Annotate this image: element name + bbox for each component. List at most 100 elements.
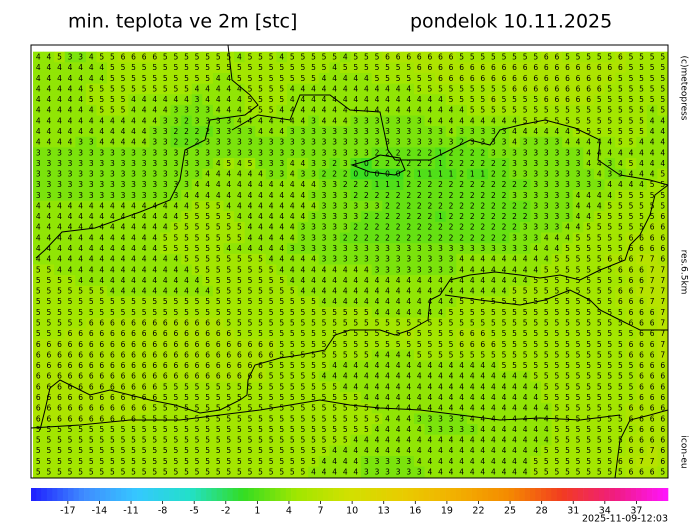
cell-value: 4 <box>290 265 295 274</box>
cell <box>64 232 76 244</box>
cell <box>234 211 246 223</box>
cell-value: 5 <box>343 319 348 328</box>
cell-value: 3 <box>89 138 94 147</box>
colorbar-segment <box>376 488 382 501</box>
cell-value: 4 <box>89 212 94 221</box>
cell <box>615 51 627 63</box>
cell <box>138 168 150 180</box>
cell-value: 3 <box>396 457 401 466</box>
cell-value: 5 <box>554 382 559 391</box>
cell-value: 4 <box>385 287 390 296</box>
cell-value: 6 <box>629 340 634 349</box>
cell-value: 5 <box>459 95 464 104</box>
cell-value: 4 <box>237 159 242 168</box>
cell-value: 5 <box>470 106 475 115</box>
colorbar-segment <box>354 488 361 501</box>
cell-value: 4 <box>502 372 507 381</box>
cell <box>276 62 288 74</box>
cell-value: 4 <box>184 276 189 285</box>
cell <box>339 285 351 297</box>
cell-value: 4 <box>491 393 496 402</box>
cell-value: 4 <box>480 425 485 434</box>
cell-value: 4 <box>237 244 242 253</box>
cell-value: 3 <box>300 138 305 147</box>
cell <box>107 232 119 244</box>
cell <box>519 296 531 308</box>
cell-value: 4 <box>364 297 369 306</box>
cell-value: 5 <box>502 361 507 370</box>
cell <box>371 275 383 287</box>
cell-value: 5 <box>152 297 157 306</box>
cell-value: 3 <box>121 159 126 168</box>
cell <box>392 190 404 202</box>
cell-value: 4 <box>343 74 348 83</box>
cell <box>107 190 119 202</box>
cell-value: 5 <box>554 425 559 434</box>
cell <box>593 168 605 180</box>
cell-value: 5 <box>152 84 157 93</box>
cell <box>519 317 531 329</box>
cell-value: 3 <box>353 201 358 210</box>
cell-value: 6 <box>544 74 549 83</box>
cell-value: 4 <box>279 244 284 253</box>
cell <box>107 83 119 95</box>
cell-value: 6 <box>533 84 538 93</box>
cell <box>85 285 97 297</box>
cell <box>498 264 510 276</box>
cell <box>234 104 246 116</box>
cell <box>318 83 330 95</box>
cell-value: 5 <box>311 436 316 445</box>
cell-value: 4 <box>121 287 126 296</box>
cell-value: 3 <box>184 180 189 189</box>
cell <box>287 190 298 202</box>
cell-value: 3 <box>385 457 390 466</box>
cell <box>424 307 436 319</box>
cell <box>170 221 182 233</box>
cell <box>234 168 246 180</box>
cell-value: 3 <box>173 106 178 115</box>
cell <box>488 211 500 223</box>
cell <box>572 190 584 202</box>
cell-value: 4 <box>607 180 612 189</box>
cell-value: 4 <box>89 255 94 264</box>
cell-value: 4 <box>459 467 464 476</box>
cell-value: 4 <box>237 106 242 115</box>
cell-value: 4 <box>248 233 253 242</box>
cell-value: 5 <box>311 425 316 434</box>
cell <box>424 211 436 223</box>
cell-value: 3 <box>89 180 94 189</box>
cell <box>371 264 383 276</box>
cell-value: 5 <box>131 425 136 434</box>
colorbar-segment <box>238 488 244 501</box>
cell-value: 5 <box>618 276 623 285</box>
cell-value: 2 <box>385 233 390 242</box>
cell-value: 5 <box>216 53 221 62</box>
cell <box>75 104 87 116</box>
cell-value: 7 <box>639 255 644 264</box>
cell <box>562 211 574 223</box>
cell <box>541 275 552 287</box>
cell <box>244 285 256 297</box>
cell <box>541 168 552 180</box>
cell <box>128 211 140 223</box>
cell-value: 3 <box>533 180 538 189</box>
cell <box>519 285 531 297</box>
cell <box>308 200 320 212</box>
cell <box>181 200 193 212</box>
cell-value: 2 <box>375 191 380 200</box>
cell <box>371 221 383 233</box>
cell <box>96 126 108 138</box>
cell-value: 3 <box>152 127 157 136</box>
cell-value: 5 <box>269 319 274 328</box>
cell <box>181 83 193 95</box>
cell <box>403 83 415 95</box>
cell-value: 4 <box>533 244 538 253</box>
cell-value: 5 <box>237 74 242 83</box>
cell <box>403 307 415 319</box>
cell <box>276 253 288 265</box>
cell <box>170 72 182 84</box>
cell-value: 5 <box>629 95 634 104</box>
cell-value: 4 <box>650 106 655 115</box>
cell <box>519 307 531 319</box>
cell-value: 5 <box>248 287 253 296</box>
